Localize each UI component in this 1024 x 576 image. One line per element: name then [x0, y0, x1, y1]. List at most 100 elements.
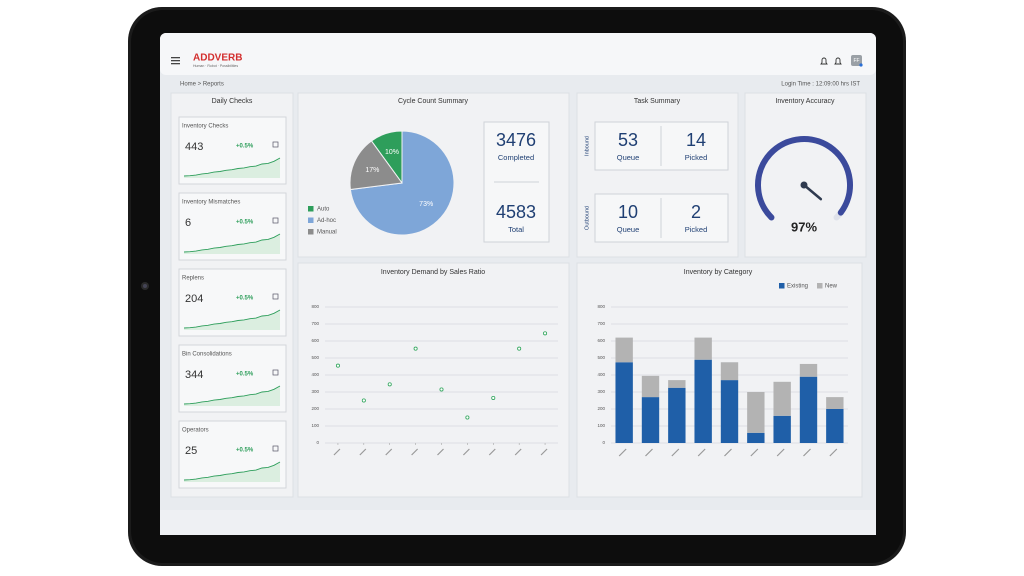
x-tick-label-stub: [803, 448, 811, 457]
bar-segment: [773, 381, 791, 416]
avatar-initials: FF: [853, 58, 859, 64]
x-tick-label-stub: [671, 448, 680, 457]
status-dot: [859, 63, 863, 67]
card-change: +0.5%: [236, 296, 254, 302]
panel-title: Inventory by Category: [684, 269, 753, 276]
demand-panel: [297, 262, 570, 498]
x-tick-label-stub: [540, 448, 548, 456]
y-tick-label: 200: [597, 406, 605, 411]
card-value: 204: [185, 293, 203, 305]
x-tick-label-stub: [750, 448, 759, 457]
sparkline-area: [184, 158, 280, 178]
y-tick-label: 600: [597, 338, 605, 343]
legend-label: Manual: [317, 230, 337, 236]
accuracy-panel: [744, 92, 867, 258]
y-tick-label: 600: [311, 338, 319, 343]
y-tick-label: 300: [597, 389, 605, 394]
line-point: [387, 382, 392, 387]
legend-label: New: [825, 284, 838, 290]
bell-icon[interactable]: [820, 57, 828, 65]
menu-line: [171, 60, 180, 62]
task-value: 53: [618, 130, 638, 150]
login-time: Login Time : 12:09:00 hrs IST: [781, 82, 860, 88]
bar-segment: [799, 363, 818, 377]
x-tick-label-stub: [462, 448, 470, 456]
legend-swatch: [779, 283, 785, 289]
panel-title: Inventory Demand by Sales Ratio: [381, 269, 485, 276]
bar-segment: [826, 409, 844, 443]
card-value: 25: [185, 445, 197, 457]
bar-segment: [773, 415, 791, 443]
card-label: Inventory Mismatches: [182, 200, 240, 206]
y-tick-label: 400: [311, 372, 319, 377]
bar-segment: [641, 375, 660, 398]
legend-label: Ad-hoc: [317, 218, 336, 224]
y-tick-label: 100: [311, 423, 319, 428]
bar-segment: [826, 397, 844, 409]
panel-title: Daily Checks: [212, 98, 253, 105]
y-tick-label: 700: [597, 321, 605, 326]
group-name: Inbound: [584, 136, 590, 156]
gauge-needle: [802, 183, 823, 201]
y-tick-label: 500: [311, 355, 319, 360]
task-value: 2: [691, 202, 701, 222]
sparkline-area: [184, 386, 280, 406]
y-tick-label: 200: [311, 406, 319, 411]
x-tick-label-stub: [618, 448, 627, 457]
avatar[interactable]: [851, 55, 862, 66]
line-point: [465, 415, 470, 420]
line-point: [413, 346, 418, 351]
breadcrumb[interactable]: Home > Reports: [180, 82, 224, 88]
x-tick-label-stub: [385, 448, 393, 456]
panel-title: Inventory Accuracy: [775, 98, 835, 105]
menu-line: [171, 57, 180, 59]
open-icon[interactable]: [272, 141, 279, 148]
x-tick-label-stub: [724, 448, 732, 457]
open-icon[interactable]: [272, 293, 279, 300]
sparkline: [183, 233, 281, 253]
bottom-bar: [160, 510, 876, 535]
line-point: [335, 363, 340, 368]
card-label: Bin Consolidations: [182, 352, 232, 358]
y-tick-label: 400: [597, 372, 605, 377]
card-label: Operators: [182, 428, 209, 434]
bar-segment: [641, 397, 660, 443]
bar-segment: [694, 337, 712, 360]
panel-title: Task Summary: [634, 98, 681, 105]
sparkline-area: [184, 462, 280, 482]
task-label: Queue: [617, 225, 640, 234]
sparkline: [183, 385, 281, 405]
gauge-hub: [800, 181, 808, 189]
bar-segment: [720, 380, 739, 443]
x-tick-label-stub: [776, 448, 785, 457]
legend-swatch: [308, 217, 314, 223]
task-value: 10: [618, 202, 638, 222]
open-icon[interactable]: [272, 369, 279, 376]
card-label: Replens: [182, 276, 204, 282]
top-bar: [160, 33, 876, 75]
x-tick-label-stub: [411, 448, 419, 456]
bar-segment: [694, 359, 712, 443]
sparkline-area: [184, 310, 280, 330]
tagline: Human · Robot · Possibilities: [193, 64, 238, 68]
sparkline-area: [184, 234, 280, 254]
task-value: 14: [686, 130, 706, 150]
y-tick-label: 300: [311, 389, 319, 394]
line-point: [517, 346, 522, 351]
y-tick-label: 0: [316, 440, 319, 445]
alert-icon[interactable]: [834, 57, 842, 65]
y-tick-label: 700: [311, 321, 319, 326]
x-tick-label-stub: [437, 448, 444, 456]
bar-segment: [799, 376, 818, 443]
open-icon[interactable]: [272, 445, 279, 452]
task-label: Picked: [685, 153, 708, 162]
sparkline: [183, 461, 281, 481]
open-icon[interactable]: [272, 217, 279, 224]
gauge-arc: [755, 136, 853, 221]
menu-icon[interactable]: [171, 57, 180, 65]
sparkline: [183, 157, 281, 177]
legend-label: Existing: [787, 284, 808, 290]
line-point: [491, 395, 496, 400]
stat-value: 4583: [496, 202, 536, 222]
